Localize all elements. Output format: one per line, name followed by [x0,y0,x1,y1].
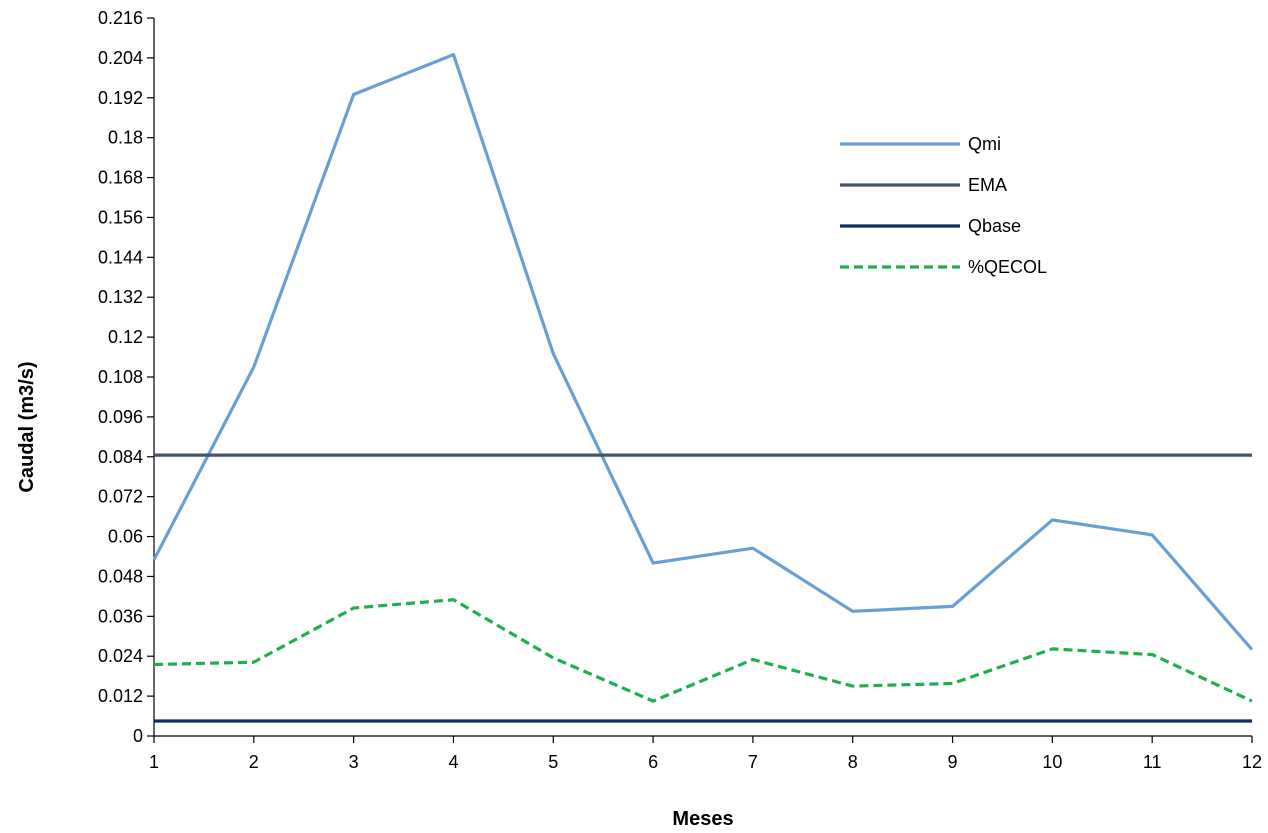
y-tick-label: 0.156 [98,207,143,227]
y-tick-label: 0.216 [98,8,143,28]
series-line-qmi [152,52,1254,651]
x-axis-ticks: 1 2 3 4 5 6 7 8 9 10 11 12 [149,736,1262,772]
series-line-qecol [153,598,1253,703]
x-tick-label: 2 [249,752,259,772]
x-tick-label: 8 [848,752,858,772]
x-tick-label: 7 [748,752,758,772]
x-tick-label: 1 [149,752,159,772]
y-axis-ticks: 0 0.012 0.024 0.036 0.048 0.06 0.072 0.084 0.096… [98,8,154,746]
legend-label: EMA [968,175,1007,195]
x-tick-label: 11 [1143,752,1162,772]
y-tick-label: 0.12 [108,327,143,347]
legend-label: Qmi [968,134,1001,154]
y-tick-label: 0.144 [98,247,143,267]
x-tick-label: 9 [948,752,958,772]
y-tick-label: 0.06 [108,527,143,547]
series-lines [152,52,1254,723]
y-tick-label: 0.036 [98,606,143,626]
x-tick-label: 10 [1042,752,1062,772]
y-tick-label: 0.108 [98,367,143,387]
y-tick-label: 0 [133,726,143,746]
x-tick-label: 3 [349,752,359,772]
legend-label: Qbase [968,216,1021,236]
legend: Qmi EMA Qbase %QECOL [840,134,1047,277]
y-tick-label: 0.096 [98,407,143,427]
y-tick-label: 0.072 [98,487,143,507]
x-tick-label: 6 [648,752,658,772]
y-tick-label: 0.048 [98,566,143,586]
legend-label: %QECOL [968,257,1047,277]
y-tick-label: 0.132 [98,287,143,307]
y-tick-label: 0.012 [98,686,143,706]
x-tick-label: 4 [448,752,458,772]
y-axis-title: Caudal (m3/s) [16,361,38,492]
x-axis-title: Meses [672,808,733,830]
y-tick-label: 0.024 [98,646,143,666]
y-tick-label: 0.168 [98,168,143,188]
x-tick-label: 5 [548,752,558,772]
y-tick-label: 0.18 [108,128,143,148]
x-tick-label: 12 [1242,752,1262,772]
y-tick-label: 0.192 [98,88,143,108]
y-tick-label: 0.204 [98,48,143,68]
y-tick-label: 0.084 [98,447,143,467]
